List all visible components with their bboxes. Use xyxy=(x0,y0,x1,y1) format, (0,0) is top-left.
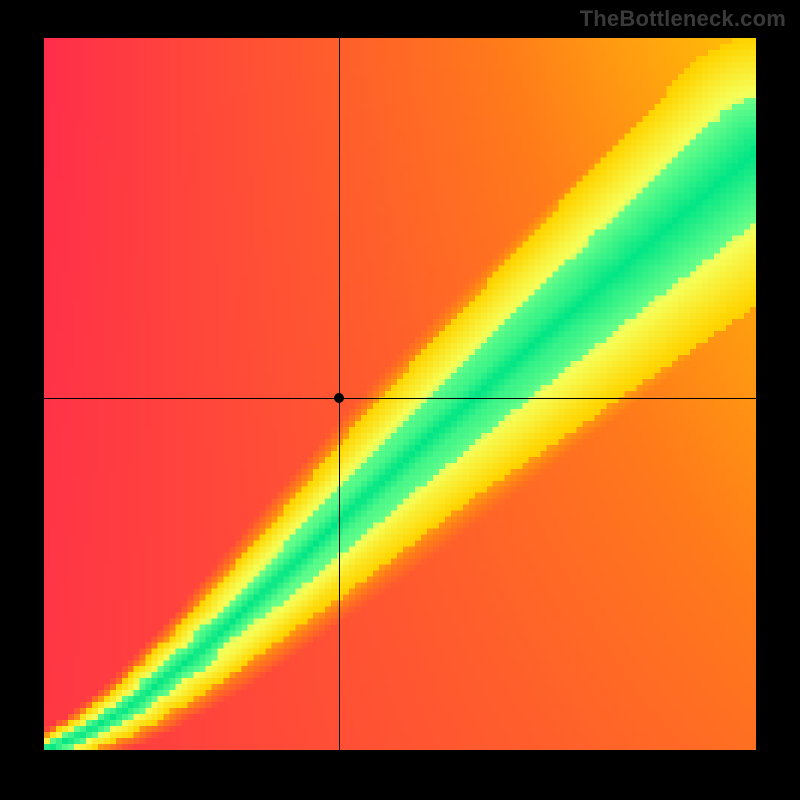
heatmap-canvas xyxy=(44,38,756,750)
watermark-text: TheBottleneck.com xyxy=(580,6,786,32)
figure-frame: TheBottleneck.com xyxy=(0,0,800,800)
heatmap-plot xyxy=(44,38,756,750)
